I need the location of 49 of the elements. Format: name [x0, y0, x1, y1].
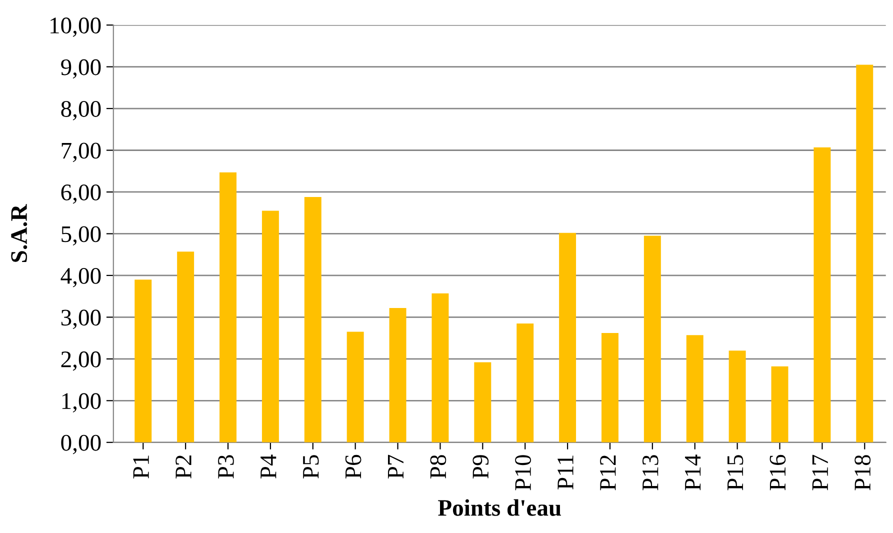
x-tick-label: P12 [600, 455, 616, 490]
x-tick-label: P4 [260, 454, 276, 478]
x-tick-label: P7 [388, 454, 404, 478]
bar [686, 335, 704, 442]
x-axis-title: Points d'eau [438, 499, 561, 516]
bar [177, 252, 194, 442]
y-tick-label: 4,00 [60, 268, 101, 288]
x-tick-label: P5 [303, 455, 319, 478]
bar [474, 362, 492, 442]
x-tick-label: P13 [642, 455, 658, 490]
x-tick-label: P9 [472, 455, 489, 478]
bar [220, 172, 236, 442]
x-tick-label: P1 [133, 456, 149, 478]
bar [134, 280, 152, 442]
x-tick-label: P16 [770, 454, 786, 490]
x-tick-label: P14 [684, 454, 701, 490]
bar [516, 323, 534, 442]
y-tick-label: 5,00 [62, 226, 101, 246]
bar [814, 147, 831, 442]
bar [432, 293, 449, 442]
y-tick-label: 3,00 [61, 310, 101, 330]
x-tick-label: P2 [176, 455, 192, 478]
y-tick-label: 6,00 [61, 184, 101, 204]
x-tick-label: P15 [727, 455, 744, 490]
bar [728, 350, 746, 442]
bar [559, 232, 576, 442]
x-tick-label: P17 [812, 454, 828, 490]
bar [304, 196, 322, 442]
x-tick-label: P3 [218, 455, 234, 478]
bar [856, 64, 874, 442]
bar [346, 332, 364, 442]
y-tick-label: 8,00 [61, 101, 101, 120]
y-tick-label: 2,00 [61, 351, 101, 371]
x-tick-label: P10 [515, 455, 532, 490]
y-tick-label: 9,00 [61, 59, 101, 79]
y-tick-label: 7,00 [62, 142, 101, 162]
y-axis-title: S.A.R [11, 204, 28, 262]
x-tick-label: P18 [854, 455, 871, 490]
y-tick-label: 1,00 [62, 393, 101, 412]
bar [262, 210, 279, 442]
bar [771, 366, 788, 442]
bar [644, 236, 661, 442]
x-tick-label: P8 [430, 455, 446, 478]
bar [389, 308, 406, 442]
bar [601, 333, 618, 442]
x-tick-label: P6 [345, 454, 362, 478]
y-tick-label: 0,00 [61, 434, 101, 454]
y-tick-label: 10,00 [50, 18, 101, 37]
x-tick-label: P11 [558, 456, 574, 490]
